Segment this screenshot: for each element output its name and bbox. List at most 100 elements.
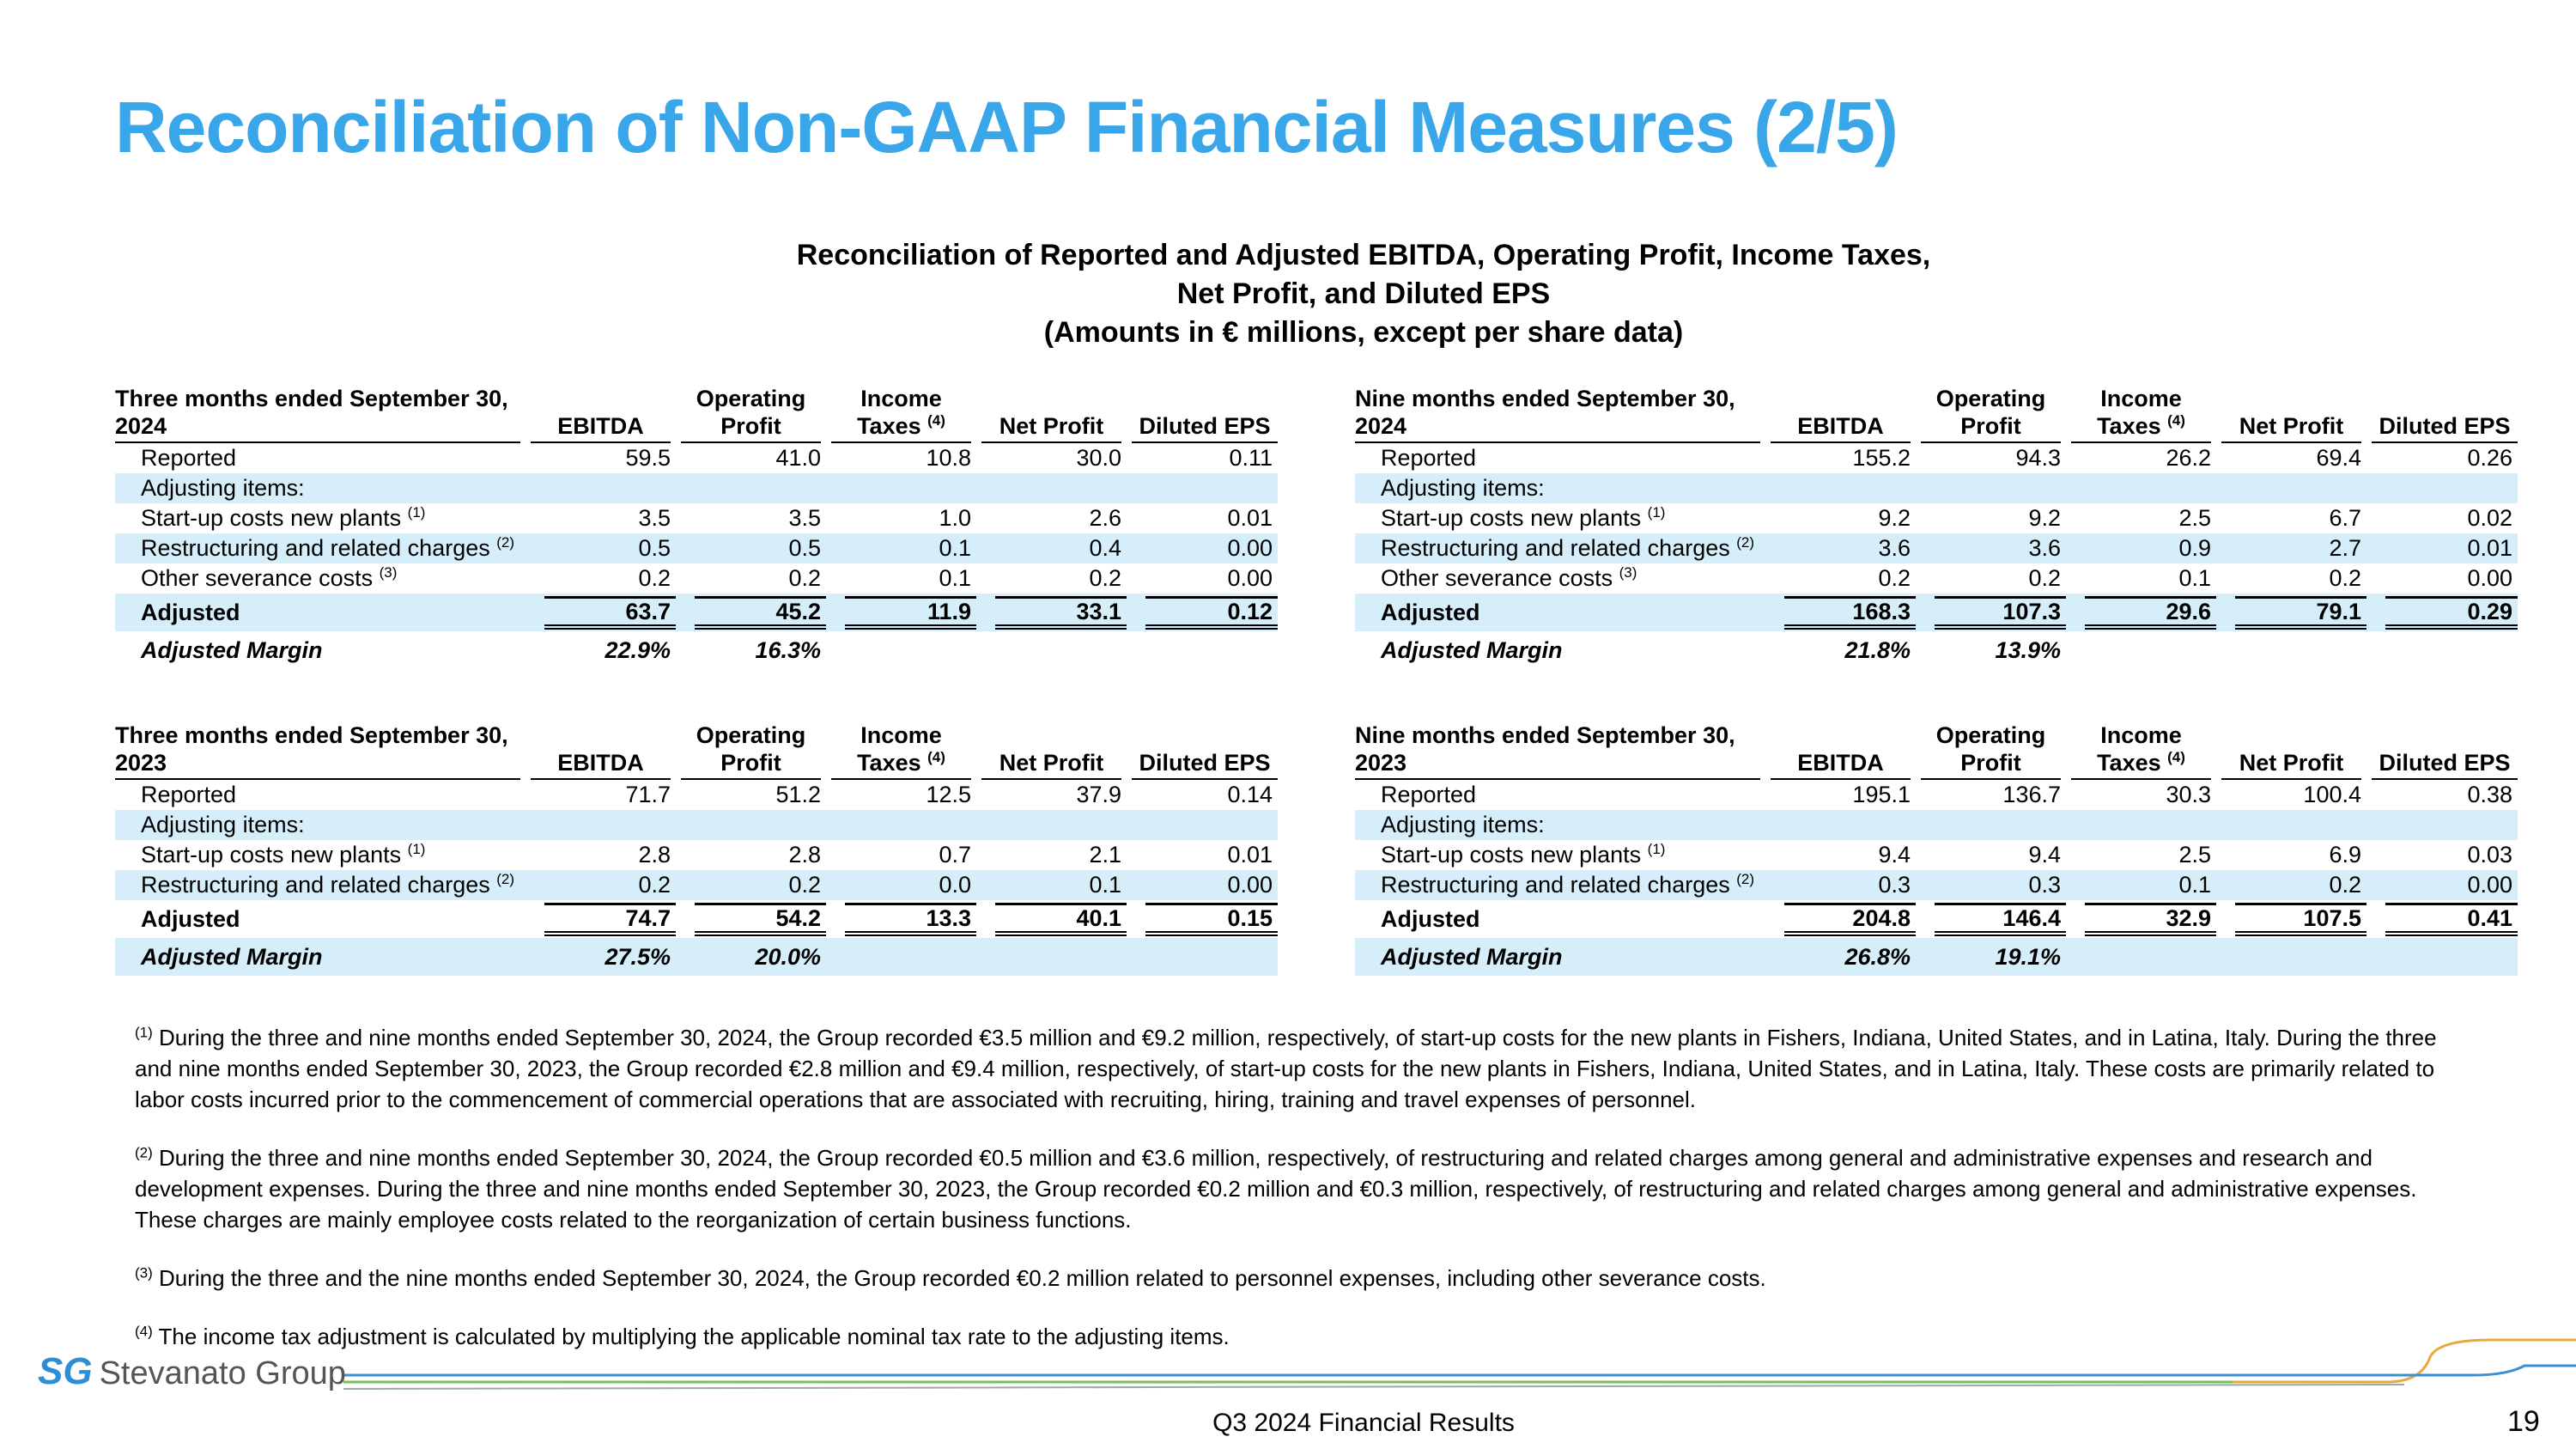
note-ref: (1) bbox=[1647, 504, 1666, 521]
value: 0.11 bbox=[1229, 445, 1273, 471]
row-label: Adjusted Margin bbox=[1355, 631, 1765, 669]
table-row: Adjusting items: bbox=[1355, 810, 2518, 840]
column-header-text: Taxes bbox=[2097, 413, 2161, 439]
value-cell: 0.38 bbox=[2366, 779, 2518, 810]
value-cell: 6.9 bbox=[2216, 840, 2366, 870]
row-label-text: Reported bbox=[141, 782, 237, 807]
row-label-text: Reported bbox=[141, 445, 237, 471]
value-cell: 100.4 bbox=[2216, 779, 2366, 810]
value-cell bbox=[1127, 631, 1278, 669]
value-cell: 0.2 bbox=[526, 870, 676, 900]
value-cell: 54.2 bbox=[676, 900, 826, 938]
footnote-text: During the three and nine months ended S… bbox=[135, 1025, 2437, 1112]
logo-text: Stevanato Group bbox=[99, 1355, 346, 1391]
value: 26.2 bbox=[2166, 445, 2211, 471]
value: 0.2 bbox=[2028, 565, 2061, 591]
value: 94.3 bbox=[2015, 445, 2061, 471]
value: 59.5 bbox=[625, 445, 671, 471]
column-header: EBITDA bbox=[520, 385, 676, 443]
value-cell bbox=[826, 631, 976, 669]
logo-mark: SG bbox=[38, 1350, 93, 1392]
table-row: Adjusted Margin 26.8% 19.1% bbox=[1355, 938, 2518, 976]
table-row: Adjusting items: bbox=[115, 473, 1278, 503]
value-cell: 45.2 bbox=[676, 594, 826, 631]
value-cell: 0.5 bbox=[526, 533, 676, 563]
table: Nine months ended September 30, 2023 EBITD… bbox=[1355, 721, 2518, 976]
note-ref: (4) bbox=[2167, 412, 2185, 429]
value: 0.9 bbox=[2178, 535, 2211, 561]
table-row: Restructuring and related charges (2) 0.5… bbox=[115, 533, 1278, 563]
value: 0.1 bbox=[1089, 872, 1121, 898]
column-header-text: Diluted EPS bbox=[2379, 413, 2511, 439]
title: Reconciliation of Non-GAAP Financial Mea… bbox=[115, 87, 1899, 167]
column-header-line: Diluted EPS bbox=[2372, 412, 2518, 440]
column-header-line: EBITDA bbox=[1771, 749, 1911, 776]
row-label: Adjusted bbox=[1355, 900, 1765, 938]
value-cell bbox=[1916, 810, 2066, 840]
value: 0.3 bbox=[1878, 872, 1911, 898]
row-label: Other severance costs (3) bbox=[115, 563, 526, 594]
value-cell: 41.0 bbox=[676, 442, 826, 473]
row-label: Start-up costs new plants (1) bbox=[115, 840, 526, 870]
table-row: Adjusting items: bbox=[1355, 473, 2518, 503]
value-cell bbox=[2216, 473, 2366, 503]
value-cell: 2.7 bbox=[2216, 533, 2366, 563]
row-label: Adjusting items: bbox=[1355, 473, 1765, 503]
row-label: Start-up costs new plants (1) bbox=[1355, 840, 1765, 870]
value-cell: 3.5 bbox=[676, 503, 826, 533]
value-cell bbox=[2066, 810, 2216, 840]
value: 9.4 bbox=[1878, 842, 1911, 868]
row-label: Adjusted Margin bbox=[1355, 938, 1765, 976]
value-cell bbox=[2366, 938, 2518, 976]
row-label: Restructuring and related charges (2) bbox=[1355, 533, 1765, 563]
column-header: Net Profit bbox=[971, 721, 1127, 780]
value-cell: 0.1 bbox=[976, 870, 1127, 900]
value-cell bbox=[2366, 631, 2518, 669]
value: 0.00 bbox=[1227, 565, 1273, 591]
value: 0.1 bbox=[939, 565, 971, 591]
column-header-line: Net Profit bbox=[2221, 412, 2361, 440]
row-label: Restructuring and related charges (2) bbox=[115, 533, 526, 563]
value-cell: 0.01 bbox=[1127, 503, 1278, 533]
value: 146.4 bbox=[1935, 902, 2066, 936]
value: 2.5 bbox=[2178, 842, 2211, 868]
value-cell: 0.00 bbox=[1127, 533, 1278, 563]
value-cell: 0.9 bbox=[2066, 533, 2216, 563]
value: 0.1 bbox=[2178, 565, 2211, 591]
column-header: Diluted EPS bbox=[2361, 385, 2518, 443]
value-cell: 69.4 bbox=[2216, 442, 2366, 473]
value: 0.00 bbox=[2467, 872, 2512, 898]
column-header: Operating Profit bbox=[671, 721, 826, 780]
row-label-text: Reported bbox=[1381, 445, 1477, 471]
value-cell: 79.1 bbox=[2216, 594, 2366, 631]
row-label: Adjusted bbox=[1355, 594, 1765, 631]
value-cell: 10.8 bbox=[826, 442, 976, 473]
column-header-text: Net Profit bbox=[999, 413, 1104, 439]
column-header: Income Taxes (4) bbox=[2061, 721, 2216, 780]
row-label-text: Adjusted Margin bbox=[1381, 943, 1563, 970]
value-cell: 2.5 bbox=[2066, 840, 2216, 870]
column-header-text: EBITDA bbox=[557, 413, 644, 439]
row-label-text: Start-up costs new plants bbox=[1381, 842, 1642, 868]
footnote-ref: (3) bbox=[135, 1264, 153, 1282]
subtitle-line: Net Profit, and Diluted EPS bbox=[1176, 277, 1551, 310]
note-ref: (4) bbox=[927, 412, 945, 429]
value-cell: 40.1 bbox=[976, 900, 1127, 938]
column-header-line: Profit bbox=[681, 412, 821, 440]
value: 63.7 bbox=[544, 595, 676, 630]
column-header: Diluted EPS bbox=[2361, 721, 2518, 780]
value: 2.1 bbox=[1089, 842, 1121, 868]
value: 71.7 bbox=[625, 782, 671, 807]
value-cell bbox=[976, 810, 1127, 840]
value: 0.5 bbox=[788, 535, 821, 561]
row-label-text: Adjusting items: bbox=[141, 475, 305, 501]
note-ref: (2) bbox=[1736, 871, 1755, 887]
value: 51.2 bbox=[775, 782, 821, 807]
value: 0.2 bbox=[2329, 565, 2361, 591]
table-row: Reported 59.5 41.0 10.8 30.0 0.11 bbox=[115, 442, 1278, 473]
column-header: Operating Profit bbox=[671, 385, 826, 443]
column-header: Net Profit bbox=[2211, 721, 2366, 780]
row-label: Restructuring and related charges (2) bbox=[115, 870, 526, 900]
row-label-text: Adjusting items: bbox=[1381, 475, 1545, 501]
